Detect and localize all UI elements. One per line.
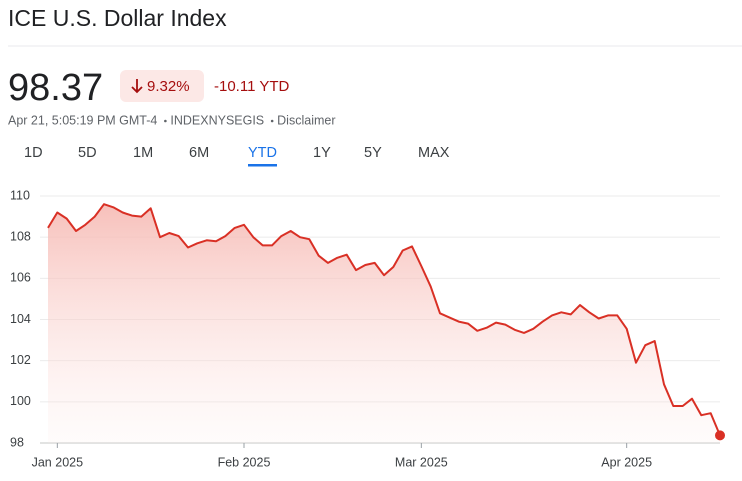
info-line: Apr 21, 5:05:19 PM GMT-4 INDEXNYSEGIS Disc… [8, 113, 336, 127]
tab[interactable]: 1Y [313, 145, 331, 161]
last-point [715, 430, 725, 441]
y-tick-label: 104 [10, 312, 31, 326]
info-text: INDEXNYSEGIS [170, 113, 264, 127]
tab[interactable]: 1D [24, 145, 43, 161]
tab[interactable]: YTD [248, 145, 277, 161]
separator-dot [164, 119, 167, 123]
info-text: Apr 21, 5:05:19 PM GMT-4 [8, 113, 157, 127]
tabs: 1D 5D 1M 6M YTD 1Y 5Y MAX [24, 145, 450, 167]
y-tick-label: 108 [10, 229, 31, 243]
x-tick-label: Mar 2025 [395, 455, 448, 469]
y-tick-label: 100 [10, 394, 31, 408]
x-tick-label: Feb 2025 [218, 455, 271, 469]
tab[interactable]: MAX [418, 145, 450, 161]
x-tick-label: Apr 2025 [601, 455, 652, 469]
tab[interactable]: 1M [133, 145, 153, 161]
y-tick-label: 98 [10, 435, 24, 449]
change-ytd: -10.11 YTD [214, 78, 289, 95]
y-tick-label: 106 [10, 271, 31, 285]
title: ICE U.S. Dollar Index [8, 5, 227, 31]
x-tick-label: Jan 2025 [32, 455, 83, 469]
area [48, 204, 720, 443]
down-arrow [131, 79, 143, 94]
chart: 98 100 102 104 106 108 110 Jan 2025 Feb 2025 Mar … [10, 188, 725, 469]
change-percent: 9.32% [147, 78, 190, 95]
y-tick-label: 110 [10, 188, 30, 202]
disclaimer-link[interactable]: Disclaimer [277, 113, 335, 127]
change-pill [120, 70, 204, 102]
y-tick-label: 102 [10, 353, 31, 367]
line [47, 203, 721, 436]
tab[interactable]: 5Y [364, 145, 382, 161]
price: 98.37 [8, 67, 103, 109]
tab-underline [248, 164, 277, 167]
tab[interactable]: 6M [189, 145, 209, 161]
tab[interactable]: 5D [78, 145, 97, 161]
separator-dot [270, 119, 274, 123]
